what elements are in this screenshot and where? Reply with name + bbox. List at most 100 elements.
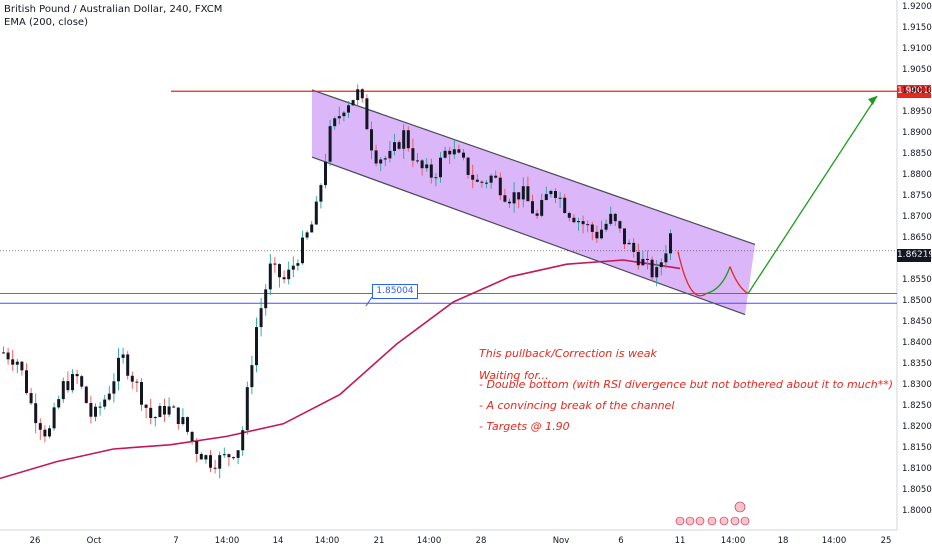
candle-body [590, 224, 594, 232]
y-tick-label: 1.81000 [902, 464, 932, 474]
resistance-price-box: 1.90018 [897, 85, 932, 98]
candle-body [222, 454, 226, 456]
candle-body [636, 251, 640, 266]
x-tick-label: 14 [272, 536, 284, 546]
channel-lower-line [311, 156, 746, 316]
candle-body [305, 232, 309, 238]
candle-body [328, 126, 332, 162]
candle-body [48, 428, 51, 437]
candle-body [255, 327, 258, 366]
target-arrowhead [868, 96, 877, 105]
candle-body [641, 258, 645, 266]
candle-body [2, 352, 5, 354]
candle-body [34, 403, 38, 424]
y-tick-label: 1.90500 [902, 65, 932, 75]
candle-body [296, 263, 300, 266]
candle-body [15, 361, 19, 365]
candle-body [623, 228, 626, 245]
candle-body [43, 429, 47, 437]
candle-body [655, 267, 659, 278]
x-tick-label: 7 [173, 536, 179, 546]
annotation-double-bottom: - Double bottom (with RSI divergence but… [479, 378, 894, 391]
candle-body [531, 201, 534, 214]
candle-body [163, 405, 166, 415]
candle-body [383, 158, 387, 160]
x-tick-label: 21 [373, 536, 385, 546]
candle-body [190, 431, 194, 442]
candle-body [29, 393, 33, 404]
candle-body [324, 161, 327, 186]
x-tick-label: 11 [674, 536, 686, 546]
candle-body [360, 89, 364, 99]
candle-body [227, 454, 231, 458]
candle-body [291, 265, 295, 270]
candle-body [508, 201, 511, 204]
candle-body [365, 98, 369, 130]
candle-body [632, 242, 636, 252]
y-tick-label: 1.85500 [902, 275, 932, 285]
event-marker-icon [685, 516, 695, 526]
y-tick-label: 1.82000 [902, 422, 932, 432]
candle-body [397, 142, 401, 149]
candle-body [80, 376, 84, 387]
candle-body [535, 213, 539, 216]
candle-body [577, 221, 580, 223]
candle-body [126, 354, 130, 376]
support-price-callout[interactable]: 1.85004 [372, 284, 418, 299]
x-tick-label: Oct [86, 536, 102, 546]
candle-body [402, 130, 406, 149]
candle-body [443, 150, 447, 158]
candle-body [176, 407, 180, 425]
candle-body [558, 197, 562, 199]
candle-body [609, 213, 613, 224]
x-tick-label: 18 [777, 536, 789, 546]
candle-body [627, 242, 631, 245]
candle-body [278, 264, 281, 278]
callout-pointer [365, 296, 373, 307]
candle-body [181, 417, 185, 425]
y-tick-label: 1.89500 [902, 107, 932, 117]
candle-body [264, 289, 268, 309]
annotation-weak-pullback: This pullback/Correction is weak [479, 347, 657, 360]
candle-body [71, 374, 74, 391]
candle-body [241, 430, 245, 451]
candle-body [485, 182, 488, 184]
candle-body [669, 233, 672, 254]
candle-body [618, 221, 622, 229]
candle-body [512, 192, 516, 204]
candle-body [475, 179, 479, 182]
candle-body [600, 229, 603, 239]
candle-body [351, 100, 355, 106]
y-tick-label: 1.82500 [902, 401, 932, 411]
candle-body [572, 217, 576, 223]
candle-body [84, 386, 88, 404]
candle-body [107, 393, 111, 400]
candle-body [650, 259, 654, 278]
candle-body [420, 160, 424, 169]
current-price-box: 1.86219 [897, 249, 932, 262]
candle-body [310, 224, 314, 233]
candle-body [149, 407, 153, 419]
event-marker-icon [740, 516, 750, 526]
y-tick-label: 1.88500 [902, 149, 932, 159]
candle-body [646, 258, 649, 260]
candle-body [287, 269, 291, 280]
candle-body [199, 453, 203, 460]
event-marker-icon [719, 516, 729, 526]
x-tick-label: Nov [552, 536, 570, 546]
candle-body [218, 455, 222, 469]
candle-body [66, 381, 70, 391]
candle-body [471, 174, 475, 180]
candle-body [140, 382, 143, 405]
y-tick-label: 1.89000 [902, 128, 932, 138]
candle-body [549, 190, 553, 195]
y-tick-label: 1.87000 [902, 212, 932, 222]
candle-body [98, 406, 102, 408]
candle-body [586, 224, 590, 226]
x-tick-label: 26 [29, 536, 41, 546]
candle-body [259, 308, 263, 328]
candle-body [457, 149, 461, 153]
projection-drop-1 [677, 251, 707, 297]
